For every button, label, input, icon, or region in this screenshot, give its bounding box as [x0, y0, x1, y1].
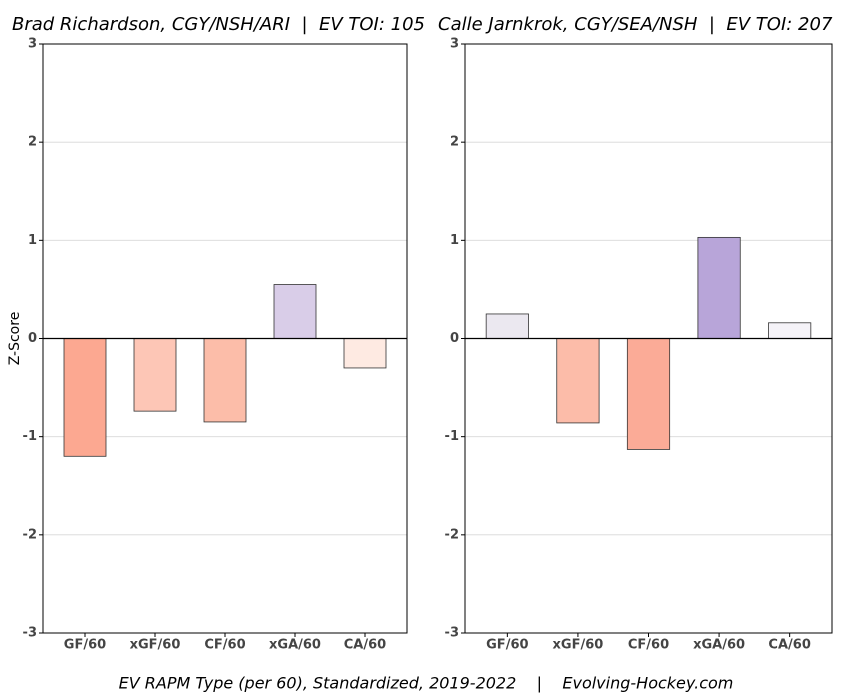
x-tick-label: GF/60 — [486, 638, 528, 653]
x-tick-label: GF/60 — [64, 638, 106, 653]
y-tick-label: -1 — [23, 429, 37, 444]
bar — [63, 338, 107, 457]
y-tick-label: 3 — [450, 37, 459, 52]
x-tick-label: xGA/60 — [693, 638, 745, 653]
chart-title: Calle Jarnkrok, CGY/SEA/NSH | EV TOI: 20… — [438, 14, 833, 35]
y-tick-label: 0 — [28, 331, 37, 346]
bar — [626, 338, 671, 450]
y-tick-label: -2 — [23, 527, 37, 542]
axes-frame — [42, 43, 408, 634]
y-tick-label: 1 — [28, 233, 37, 248]
chart-title: Brad Richardson, CGY/NSH/ARI | EV TOI: 1… — [12, 14, 425, 35]
y-tick-label: -3 — [23, 626, 37, 641]
bar — [133, 338, 177, 412]
x-tick-label: CA/60 — [768, 638, 810, 653]
axes-frame — [464, 43, 833, 634]
y-axis-label: Z-Score — [7, 312, 23, 366]
bar — [203, 338, 247, 423]
y-tick-label: -1 — [445, 429, 459, 444]
y-tick-label: 0 — [450, 331, 459, 346]
y-tick-label: 1 — [450, 233, 459, 248]
bar — [485, 313, 529, 339]
bar — [768, 322, 812, 339]
x-tick-label: xGF/60 — [553, 638, 604, 653]
x-tick-label: xGF/60 — [130, 638, 181, 653]
caption: EV RAPM Type (per 60), Standardized, 201… — [119, 674, 734, 693]
y-tick-label: 2 — [28, 135, 37, 150]
bar — [556, 338, 600, 424]
bar — [273, 284, 317, 339]
y-tick-label: 3 — [28, 37, 37, 52]
bar — [343, 338, 387, 369]
y-tick-label: -2 — [445, 527, 459, 542]
y-tick-label: 2 — [450, 135, 459, 150]
x-tick-label: CA/60 — [344, 638, 386, 653]
x-tick-label: CF/60 — [628, 638, 669, 653]
x-tick-label: CF/60 — [204, 638, 245, 653]
bar — [697, 236, 741, 339]
x-tick-label: xGA/60 — [269, 638, 321, 653]
y-tick-label: -3 — [445, 626, 459, 641]
